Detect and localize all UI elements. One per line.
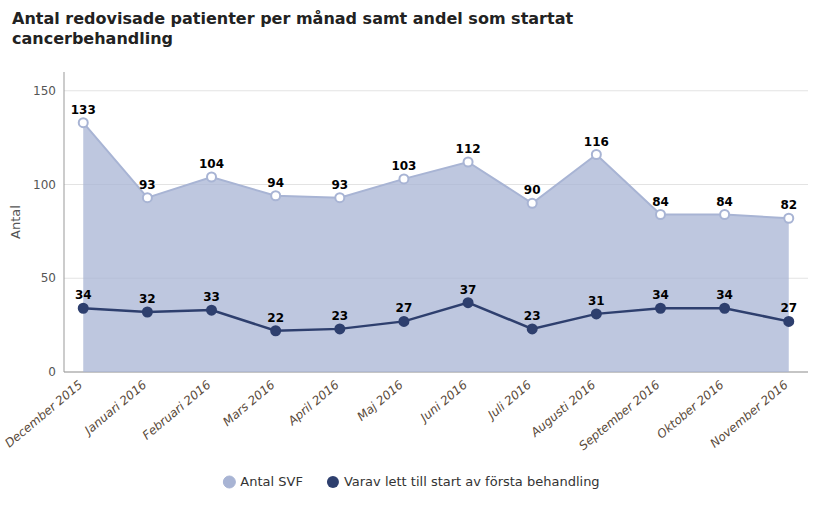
title: Antal redovisade patienter per månad sam… [12, 9, 573, 48]
marker [143, 308, 152, 317]
data-label: 32 [139, 292, 156, 306]
marker [720, 304, 729, 313]
y-tick-label: 150 [33, 84, 56, 98]
y-tick-label: 50 [41, 271, 56, 285]
data-label: 84 [716, 195, 733, 209]
data-label: 27 [396, 301, 413, 315]
x-tick-label: Maj 2016 [354, 377, 406, 424]
legend-label: Varav lett till start av första behandli… [344, 474, 600, 489]
line [83, 303, 789, 331]
title-line: Antal redovisade patienter per månad sam… [12, 9, 573, 28]
title-line: cancerbehandling [12, 29, 173, 48]
marker [335, 324, 344, 333]
marker [271, 326, 280, 335]
data-label: 82 [780, 198, 797, 212]
x-tick-label: Januari 2016 [80, 377, 149, 438]
x-tick-label: Juni 2016 [416, 377, 470, 426]
marker [79, 304, 88, 313]
marker [784, 214, 793, 223]
y-axis-line [64, 72, 65, 372]
data-label: 104 [199, 157, 224, 171]
grid [64, 91, 808, 372]
data-label: 133 [71, 103, 96, 117]
plot-area [79, 118, 794, 372]
marker [720, 210, 729, 219]
marker [79, 118, 88, 127]
area [83, 123, 789, 372]
marker [143, 193, 152, 202]
data-label: 23 [524, 309, 541, 323]
data-label: 103 [391, 159, 416, 173]
marker [207, 306, 216, 315]
marker [207, 173, 216, 182]
x-tick-label: April 2016 [285, 377, 342, 428]
marker [592, 150, 601, 159]
x-tick-label: December 2015 [2, 378, 85, 451]
data-label: 31 [588, 294, 605, 308]
marker [464, 298, 473, 307]
y-tick-label: 100 [33, 178, 56, 192]
legend-swatch [223, 476, 235, 488]
data-label: 34 [75, 288, 92, 302]
legend-item: Antal SVF [223, 474, 303, 489]
data-label: 37 [460, 283, 477, 297]
legend-label: Antal SVF [240, 474, 303, 489]
data-label: 112 [456, 142, 481, 156]
data-label: 116 [584, 135, 609, 149]
marker [784, 317, 793, 326]
data-label: 84 [652, 195, 669, 209]
legend-swatch [327, 476, 339, 488]
legend: Antal SVF Varav lett till start av första… [223, 474, 599, 489]
x-tick-label: Juli 2016 [484, 377, 535, 423]
marker [528, 324, 537, 333]
marker [656, 210, 665, 219]
x-tick-label: Februari 2016 [140, 377, 214, 442]
grid-line [64, 90, 808, 91]
data-label: 33 [203, 290, 220, 304]
marker [528, 199, 537, 208]
x-tick-label: Augusti 2016 [527, 377, 598, 440]
data-label: 93 [139, 178, 156, 192]
marker [335, 193, 344, 202]
data-labels: 133 93 104 94 93 103 112 90 116 84 84 82 34 32 33 22 23 2… [71, 103, 797, 325]
y-axis-label: Antal [8, 205, 23, 239]
marker [464, 158, 473, 167]
x-tick-label: September 2016 [576, 377, 662, 453]
data-label: 90 [524, 183, 541, 197]
line [83, 123, 789, 219]
data-label: 34 [652, 288, 669, 302]
marker [592, 309, 601, 318]
data-label: 94 [267, 176, 284, 190]
data-label: 23 [331, 309, 348, 323]
marker [656, 304, 665, 313]
x-tick-label: November 2016 [708, 377, 791, 450]
data-label: 22 [267, 311, 284, 325]
marker [271, 191, 280, 200]
legend-item: Varav lett till start av första behandli… [327, 474, 600, 489]
marker [399, 317, 408, 326]
x-tick-label: Mars 2016 [220, 377, 278, 429]
y-tick-label: 0 [48, 365, 56, 379]
chart: Antal redovisade patienter per månad sam… [0, 0, 823, 508]
marker [399, 174, 408, 183]
data-label: 93 [331, 178, 348, 192]
data-label: 34 [716, 288, 733, 302]
data-label: 27 [780, 301, 797, 315]
